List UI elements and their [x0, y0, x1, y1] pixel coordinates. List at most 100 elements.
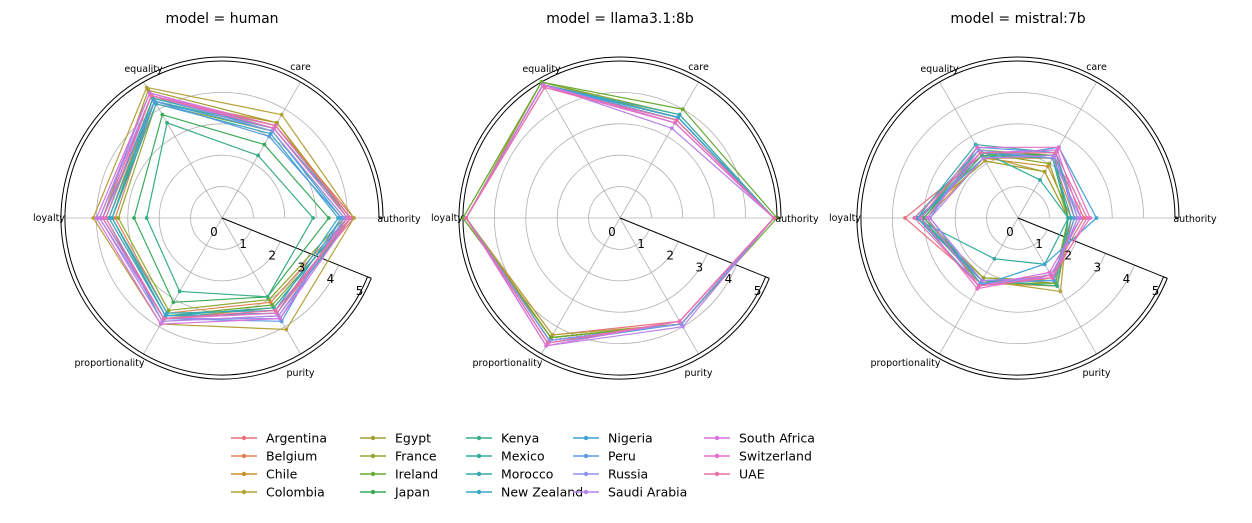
radial-tick-label: 0	[210, 225, 218, 239]
series-belgium	[464, 82, 776, 340]
axis-label-authority: authority	[775, 214, 819, 225]
data-point	[775, 216, 779, 220]
legend-swatch-marker	[241, 453, 247, 459]
legend-swatch-marker	[583, 435, 589, 441]
series-mexico	[464, 82, 776, 343]
data-point	[348, 216, 353, 220]
radial-tick-label: 2	[1064, 249, 1072, 263]
data-point	[273, 123, 278, 128]
axis-label-equality: equality	[522, 64, 561, 75]
radial-tick-label: 5	[356, 284, 364, 298]
grid-spoke	[619, 81, 699, 219]
legend-label: Chile	[266, 467, 298, 482]
grid-circle	[892, 92, 1144, 344]
series-kenya	[464, 82, 776, 343]
data-point	[345, 216, 350, 220]
legend-swatch-marker	[476, 471, 482, 477]
legend-label: Peru	[608, 449, 636, 464]
series-saudi-arabia	[464, 82, 776, 348]
data-point	[1066, 216, 1071, 220]
series-uae	[464, 85, 776, 345]
outer-frame	[856, 56, 1180, 380]
radial-axis-line	[619, 217, 770, 279]
outer-frame	[60, 56, 384, 380]
legend-item-nigeria: Nigeria	[573, 431, 653, 446]
legend-label: South Africa	[739, 431, 815, 446]
series-south-africa	[94, 91, 353, 326]
legend-label: Egypt	[395, 431, 431, 446]
legend-swatch-marker	[476, 453, 482, 459]
axis-label-purity: purity	[685, 368, 713, 379]
legend-item-saudi-arabia: Saudi Arabia	[573, 485, 687, 500]
legend-swatch-marker	[370, 471, 376, 477]
legend-item-morocco: Morocco	[466, 467, 553, 482]
grid-circle	[494, 92, 746, 344]
series-line	[465, 86, 775, 344]
legend: Argentina Belgium Chile Colombia Egypt France…	[231, 431, 815, 500]
series-egypt	[464, 80, 776, 340]
radar-panels: model = human authority care equality loyalt…	[33, 11, 1217, 380]
legend-label: Ireland	[395, 467, 438, 482]
data-point	[162, 316, 166, 321]
data-point	[132, 216, 136, 220]
data-point	[915, 216, 920, 220]
data-point	[171, 300, 176, 305]
data-point	[1069, 216, 1074, 220]
legend-item-mexico: Mexico	[466, 449, 545, 464]
legend-swatch-marker	[370, 453, 376, 459]
series-line	[465, 84, 775, 339]
series-south-africa	[464, 82, 776, 348]
data-point	[113, 216, 118, 220]
data-point	[680, 107, 685, 112]
series-line	[465, 84, 775, 336]
data-point	[925, 216, 929, 220]
series-line	[916, 157, 1076, 282]
legend-item-uae: UAE	[704, 467, 765, 482]
series-morocco	[464, 82, 776, 343]
radial-tick-label: 2	[666, 249, 674, 263]
series-ireland	[461, 80, 779, 340]
radial-tick-label: 5	[1152, 284, 1160, 298]
series-argentina	[464, 82, 776, 337]
series-ireland	[918, 148, 1071, 286]
panel-title: model = human	[165, 11, 278, 27]
legend-swatch-marker	[241, 489, 247, 495]
axis-label-equality: equality	[124, 64, 163, 75]
legend-label: Morocco	[501, 467, 553, 482]
data-point	[265, 294, 270, 299]
legend-item-switzerland: Switzerland	[704, 449, 812, 464]
series-egypt	[915, 158, 1071, 286]
series-line	[465, 81, 775, 339]
data-point	[342, 216, 347, 220]
data-point	[928, 216, 932, 220]
data-point	[1085, 216, 1089, 220]
legend-label: New Zealand	[501, 485, 583, 500]
legend-label: Belgium	[266, 449, 317, 464]
series-line	[929, 146, 1076, 284]
data-point	[674, 118, 679, 122]
grid-circle	[158, 154, 286, 282]
data-point	[545, 341, 550, 345]
radar-panel-1: model = human authority care equality loyalt…	[33, 11, 421, 380]
data-point	[110, 216, 114, 220]
legend-item-peru: Peru	[573, 449, 636, 464]
legend-item-belgium: Belgium	[231, 449, 317, 464]
radial-tick-label: 2	[268, 249, 276, 263]
radar-panel-2: model = llama3.1:8b authority care equality…	[431, 11, 819, 380]
data-point	[262, 142, 267, 147]
data-point	[1047, 161, 1052, 166]
data-point	[97, 216, 102, 220]
data-point	[1088, 216, 1093, 220]
data-point	[918, 216, 923, 220]
grid-circle	[588, 186, 652, 250]
radial-axis-line	[221, 217, 372, 279]
series-line	[465, 84, 775, 341]
data-point	[152, 99, 157, 103]
series-line	[465, 86, 775, 344]
outer-frame	[458, 56, 782, 380]
radial-tick-label: 3	[696, 260, 704, 274]
grid-circle	[190, 186, 254, 250]
series-chile	[464, 82, 776, 340]
data-point	[903, 216, 907, 220]
